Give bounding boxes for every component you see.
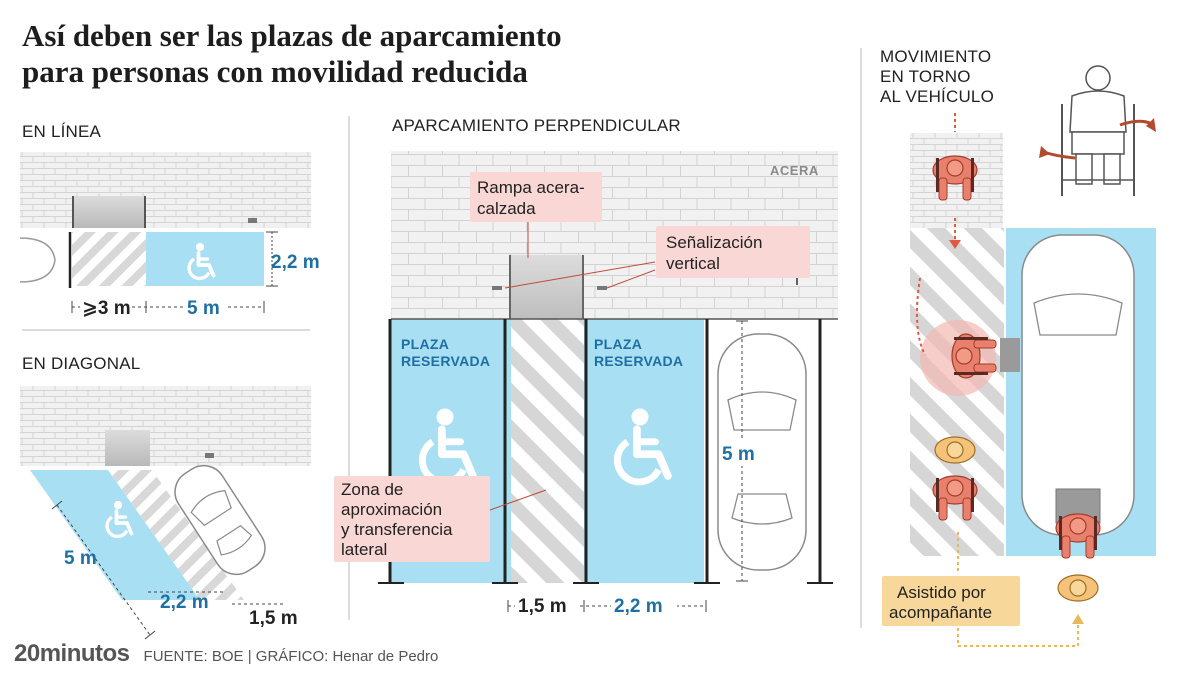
brand-logo: 20minutos xyxy=(14,640,130,667)
callout-rampa xyxy=(470,172,602,222)
diagonal-zone-label: 1,5 m xyxy=(249,608,298,629)
acera-label: ACERA xyxy=(770,163,819,178)
perp-zone-label: 1,5 m xyxy=(518,596,567,617)
callout-zona xyxy=(334,476,490,562)
van-icon xyxy=(1021,234,1135,536)
callout-senalizacion-line-2: vertical xyxy=(666,254,720,273)
diagonal-length-label: 5 m xyxy=(64,548,97,569)
movimiento-line-3: AL VEHÍCULO xyxy=(880,87,994,106)
helper-person-icon xyxy=(1057,574,1099,602)
diagonal-width-label: 2,2 m xyxy=(160,592,209,613)
helper-person-icon xyxy=(934,436,976,464)
plaza-label-1b: RESERVADA xyxy=(401,353,490,369)
plaza-label-1a: PLAZA xyxy=(401,336,449,352)
linea-ramp xyxy=(73,196,145,228)
source-credit: FUENTE: BOE | GRÁFICO: Henar de Pedro xyxy=(143,648,439,665)
perp-ramp xyxy=(510,255,583,329)
movimiento-line-1: MOVIMIENTO xyxy=(880,47,992,66)
perp-length-label: 5 m xyxy=(722,444,755,465)
diagonal-sidewalk xyxy=(20,386,311,466)
linea-width-label: 2,2 m xyxy=(271,252,320,273)
linea-min-label: ⩾3 m xyxy=(82,298,131,319)
callout-zona-line-3: y transferencia xyxy=(341,520,453,539)
section-en-diagonal: EN DIAGONAL xyxy=(22,354,141,373)
perp-transfer-zone xyxy=(511,319,584,583)
section-perpendicular: APARCAMIENTO PERPENDICULAR xyxy=(392,116,681,135)
section-movimiento: MOVIMIENTO EN TORNO AL VEHÍCULO xyxy=(880,47,994,107)
footer: 20minutos FUENTE: BOE | GRÁFICO: Henar d… xyxy=(14,640,438,670)
callout-asistido xyxy=(882,576,1020,626)
diagonal-transfer-zone xyxy=(108,470,244,600)
page-title: Así deben ser las plazas de aparcamiento… xyxy=(22,18,702,90)
plaza-label-2b: RESERVADA xyxy=(594,353,683,369)
perpendicular-diagram: ACERA PLAZA RESERVADA PLAZA RESERVADA xyxy=(334,151,838,618)
car-diagonal-icon xyxy=(174,464,266,576)
callout-asistido-line-2: acompañante xyxy=(889,603,992,622)
callout-zona-line-1: Zona de xyxy=(341,480,403,499)
callout-senalizacion-line-1: Señalización xyxy=(666,233,762,252)
linea-sidewalk xyxy=(20,152,311,228)
title-line-2: para personas con movilidad reducida xyxy=(22,54,528,89)
en-diagonal-diagram: 5 m 2,2 m 1,5 m xyxy=(20,386,311,640)
callout-rampa-line-1: Rampa acera- xyxy=(477,178,585,197)
wheelchair-user-icon xyxy=(1061,65,1135,196)
perp-width-label: 2,2 m xyxy=(614,596,663,617)
section-en-linea: EN LÍNEA xyxy=(22,122,102,141)
callout-rampa-line-2: calzada xyxy=(477,199,536,218)
callout-zona-line-4: lateral xyxy=(341,540,387,559)
movimiento-diagram: Asistido por acompañante xyxy=(882,65,1156,647)
movimiento-line-2: EN TORNO xyxy=(880,67,971,86)
callout-senalizacion xyxy=(656,226,810,278)
en-linea-diagram: 2,2 m ⩾3 m 5 m xyxy=(19,152,320,319)
callout-zona-line-2: aproximación xyxy=(341,500,442,519)
plaza-label-2a: PLAZA xyxy=(594,336,642,352)
linea-transfer-zone xyxy=(72,232,146,286)
title-line-1: Así deben ser las plazas de aparcamiento xyxy=(22,18,562,53)
linea-length-label: 5 m xyxy=(187,298,220,319)
diagonal-ramp xyxy=(105,430,150,466)
car-front-icon xyxy=(19,237,56,283)
callout-asistido-line-1: Asistido por xyxy=(897,583,986,602)
